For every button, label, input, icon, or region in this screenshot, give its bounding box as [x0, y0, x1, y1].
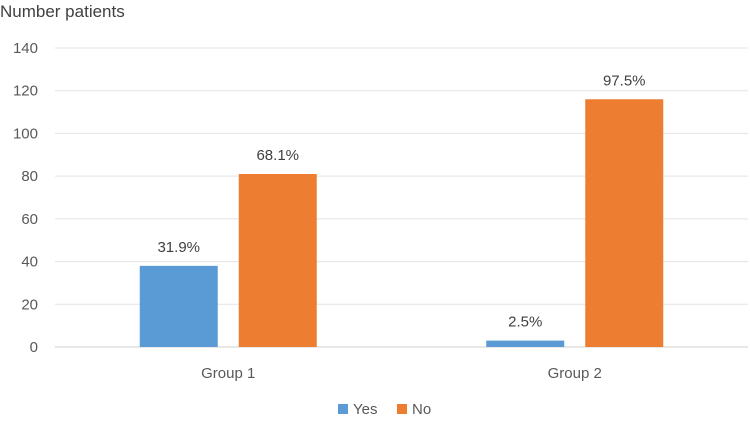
y-tick-label: 20 [21, 296, 38, 313]
bar-yes-2 [486, 340, 565, 347]
y-tick-label: 80 [21, 168, 38, 185]
bar-yes-1 [139, 265, 218, 347]
y-tick-label: 140 [13, 40, 38, 57]
data-label: 31.9% [157, 239, 200, 256]
legend: Yes No [338, 401, 431, 418]
x-category-label: Group 2 [548, 365, 602, 382]
x-axis-categories: Group 1 Group 2 [201, 365, 602, 382]
y-tick-label: 60 [21, 211, 38, 228]
y-tick-label: 0 [30, 339, 38, 356]
bar-no-2 [585, 99, 664, 347]
y-axis-label: Number patients [0, 2, 125, 21]
data-label: 68.1% [256, 147, 299, 164]
y-tick-label: 120 [13, 83, 38, 100]
bars [139, 99, 664, 347]
y-tick-label: 100 [13, 125, 38, 142]
data-label: 2.5% [508, 314, 542, 331]
legend-swatch-no [397, 404, 407, 414]
data-label: 97.5% [603, 72, 646, 89]
data-labels: 31.9% 68.1% 2.5% 97.5% [157, 72, 645, 330]
legend-swatch-yes [338, 404, 348, 414]
bar-no-1 [238, 174, 317, 347]
legend-label-no: No [412, 401, 431, 418]
legend-label-yes: Yes [353, 401, 377, 418]
y-tick-label: 40 [21, 254, 38, 271]
x-category-label: Group 1 [201, 365, 255, 382]
y-axis-ticks: 0 20 40 60 80 100 120 140 [13, 40, 38, 356]
